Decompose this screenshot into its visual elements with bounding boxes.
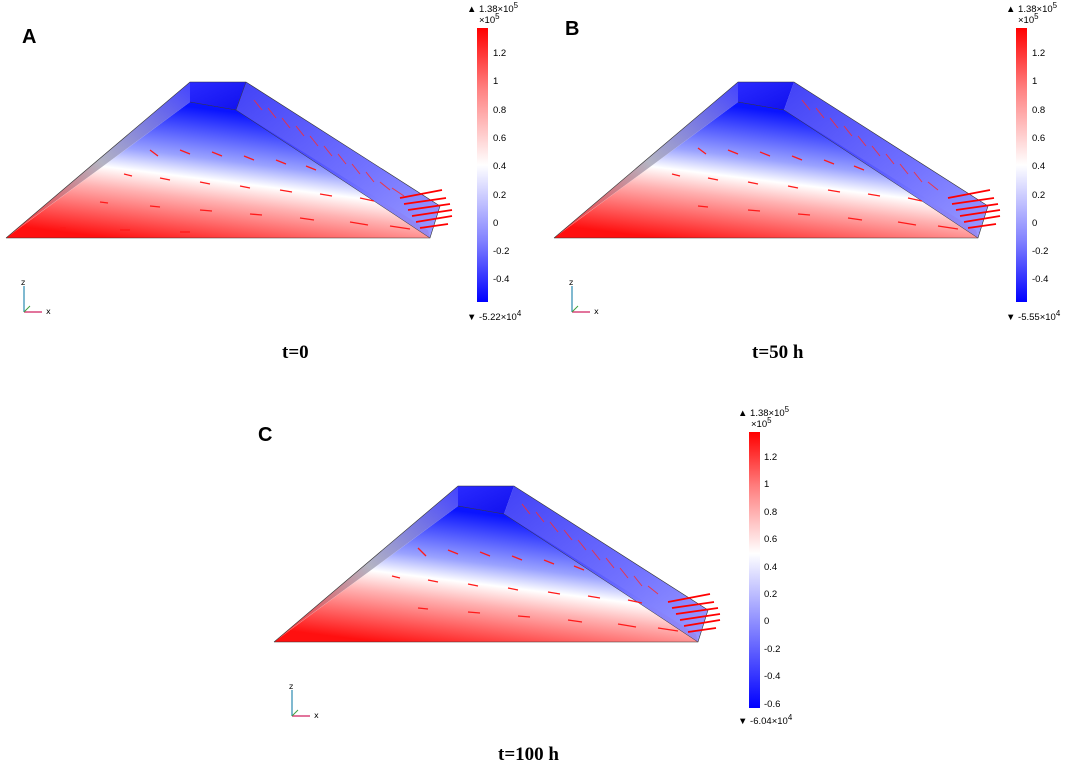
colorbar-tick-label: 1	[493, 76, 499, 88]
panel-a-colorbar-multiplier: ×105	[479, 12, 500, 27]
x-axis-label: x	[594, 307, 599, 316]
colorbar-tick-label: 0.6	[764, 534, 778, 546]
panel-c-caption: t=100 h	[498, 744, 559, 765]
colorbar-tick-label: -0.2	[1032, 246, 1049, 258]
colorbar-tick-label: 0.2	[764, 589, 778, 600]
colorbar-tick-label: 1.2	[764, 452, 778, 463]
colorbar-tick-label: 1	[764, 479, 770, 491]
colorbar-tick-label: 0	[764, 616, 770, 628]
panel-a-dam-model	[5, 81, 453, 239]
z-axis-label: z	[289, 682, 293, 691]
panel-c-letter: C	[258, 424, 273, 446]
colorbar-tick-label: 1	[1032, 76, 1038, 88]
colorbar-tick-label: 0.8	[493, 104, 507, 116]
colorbar-tick-label: 0.4	[764, 561, 778, 573]
colorbar-tick-label: 0	[493, 217, 499, 229]
panel-a-caption: t=0	[282, 342, 309, 363]
colorbar-tick-label: 0.2	[493, 189, 507, 201]
colorbar-tick-label: 0.4	[493, 161, 507, 173]
colorbar-tick-label: -0.2	[764, 643, 781, 655]
colorbar-tick-label: -0.4	[493, 274, 510, 286]
colorbar-tick-label: 0.8	[1032, 104, 1046, 116]
panel-b-colorbar-min: ▼ -5.55×104	[1006, 309, 1061, 324]
panel-a-letter: A	[22, 26, 37, 48]
panel-c-colorbar	[749, 432, 760, 708]
panel-c-colorbar-multiplier: ×105	[751, 416, 772, 431]
panel-c-colorbar-min: ▼ -6.04×104	[738, 713, 793, 728]
panel-a-axis-triad: z x	[21, 278, 51, 316]
colorbar-tick-label: 1.2	[493, 48, 507, 59]
panel-b-dam-model	[553, 81, 1001, 239]
colorbar-tick-label: 1.2	[1032, 48, 1046, 59]
colorbar-tick-label: 0	[1032, 217, 1038, 229]
panel-c-dam-model	[273, 485, 721, 643]
panel-a-colorbar-min: ▼ -5.22×104	[467, 309, 522, 324]
x-axis-label: x	[314, 711, 319, 720]
panel-a-colorbar-max: ▲ 1.38×105	[467, 1, 519, 16]
panel-b-axis-triad: z x	[569, 278, 599, 316]
panel-c-axis-triad: z x	[289, 682, 319, 720]
colorbar-tick-label: 0.8	[764, 506, 778, 518]
colorbar-tick-label: -0.2	[493, 246, 510, 258]
panel-c-colorbar-max: ▲ 1.38×105	[738, 405, 790, 420]
colorbar-tick-label: 0.4	[1032, 161, 1046, 173]
z-axis-label: z	[21, 278, 25, 287]
colorbar-tick-label: 0.2	[1032, 189, 1046, 201]
panel-a-colorbar	[477, 28, 488, 302]
colorbar-tick-label: -0.6	[764, 698, 781, 710]
colorbar-tick-label: 0.6	[493, 132, 507, 144]
colorbar-tick-label: -0.4	[764, 671, 781, 683]
colorbar-tick-label: 0.6	[1032, 132, 1046, 144]
panel-b-colorbar-max: ▲ 1.38×105	[1006, 1, 1058, 16]
panel-b-caption: t=50 h	[752, 342, 804, 363]
panel-b-colorbar	[1016, 28, 1027, 302]
panel-b-letter: B	[565, 18, 580, 40]
colorbar-tick-label: -0.4	[1032, 274, 1049, 286]
x-axis-label: x	[46, 307, 51, 316]
z-axis-label: z	[569, 278, 573, 287]
panel-b-colorbar-multiplier: ×105	[1018, 12, 1039, 27]
